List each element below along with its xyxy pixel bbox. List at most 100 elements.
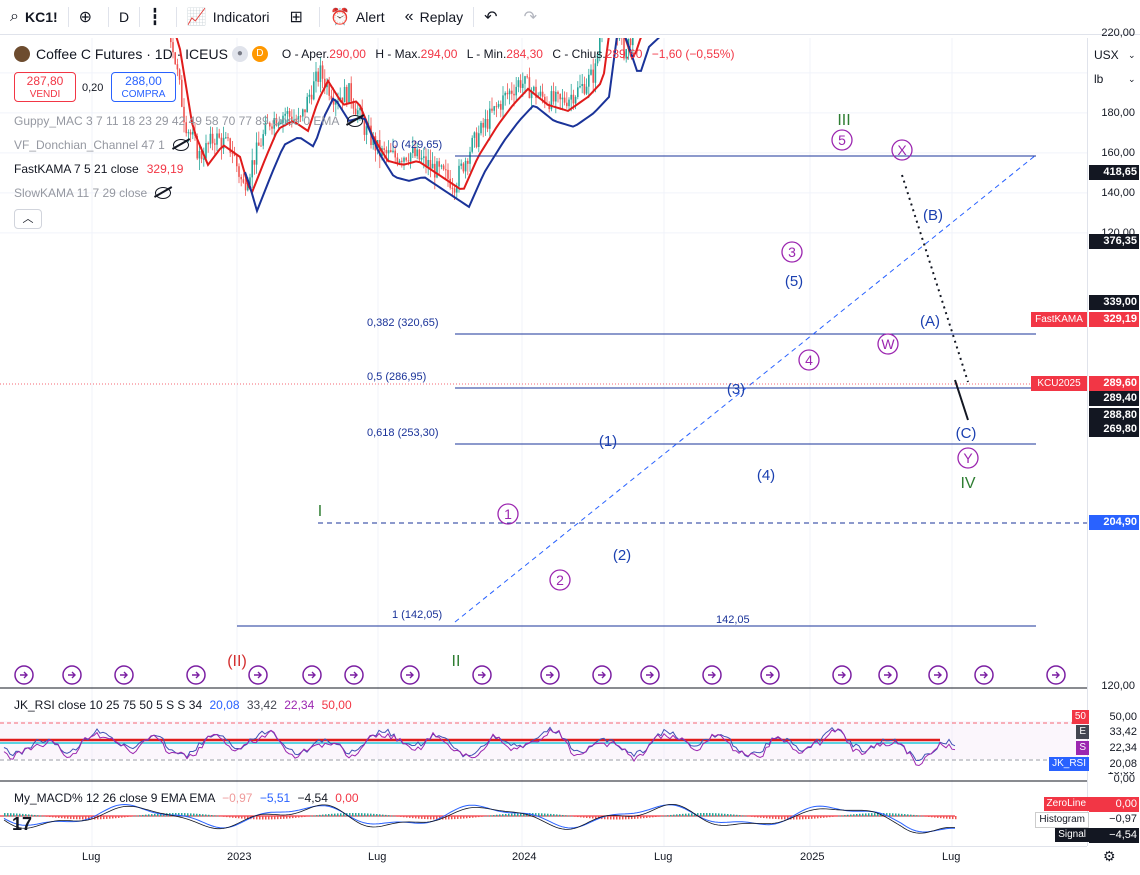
chart-type-button[interactable]: ┇ (140, 0, 176, 34)
candle-body (473, 132, 476, 138)
undo-button[interactable]: ↶ (474, 0, 513, 34)
candle-body (420, 157, 423, 160)
time-tick-label: Lug (942, 851, 961, 863)
candle-body (574, 96, 577, 104)
event-marker-icon (832, 665, 852, 685)
chevron-down-icon: ⌄ (1128, 74, 1136, 84)
candle-body (568, 99, 570, 107)
candle-body (528, 77, 531, 99)
toolbar-divider (108, 7, 110, 27)
ohlc-values: O - Aper.290,00 H - Max.294,00 L - Min.2… (282, 47, 735, 61)
price-tag: 329,19 (1089, 312, 1139, 327)
macd-histogram-bar (634, 816, 636, 819)
candle-body (220, 137, 223, 149)
legend-title: Coffee C Futures · 1D · ICEUS (36, 46, 228, 62)
price-axis[interactable]: USX ⌄ lb ⌄ 460,00440,00400,00380,00360,0… (1031, 27, 1140, 846)
macd-histogram-bar (118, 816, 120, 818)
unit-select[interactable]: lb (1094, 72, 1104, 86)
candle-body (555, 91, 557, 102)
collapse-legend-button[interactable]: ︿ (14, 209, 42, 229)
macd-histogram-bar (940, 816, 942, 819)
indicator-donchian[interactable]: VF_Donchian_Channel 47 1 (14, 138, 189, 152)
fib-level-label: 0,382 (320,65) (367, 317, 439, 329)
wave-label-2-circle (549, 569, 571, 591)
price-tag: 339,00 (1089, 295, 1139, 310)
high-label: H - Max. (375, 47, 421, 61)
candle-body (563, 97, 566, 103)
indicator-guppy[interactable]: Guppy_MAC 3 7 11 18 23 29 42 49 58 70 77… (14, 114, 364, 128)
macd-histogram-bar (58, 816, 60, 818)
macd-histogram-bar (502, 814, 504, 817)
chevron-up-icon: ︿ (22, 213, 34, 225)
macd-histogram-bar (37, 815, 39, 817)
candle-body (387, 150, 390, 154)
macd-histogram-bar (577, 816, 579, 818)
macd-histogram-bar (271, 816, 273, 820)
macd-histogram-bar (157, 813, 159, 817)
currency-select[interactable]: USX (1094, 48, 1119, 62)
macd-histogram-bar (814, 816, 816, 819)
undo-icon: ↶ (484, 9, 498, 26)
sell-button[interactable]: 287,80 VENDI (14, 72, 76, 102)
candle-body (315, 71, 317, 82)
macd-histogram-bar (145, 814, 147, 817)
macd-histogram-bar (685, 813, 687, 817)
indicator-name: FastKAMA 7 5 21 close (14, 162, 139, 176)
macd-histogram-bar (205, 814, 207, 817)
rsi-tag-label: 50 (1071, 710, 1089, 724)
macd-histogram-bar (115, 816, 117, 819)
macd-histogram-bar (613, 816, 615, 820)
macd-histogram-bar (748, 816, 750, 817)
macd-histogram-bar (130, 816, 132, 817)
indicators-button[interactable]: 📈 Indicatori (177, 0, 280, 34)
candle-body (203, 158, 205, 160)
candle-body (200, 150, 203, 160)
indicator-fastkama[interactable]: FastKAMA 7 5 21 close 329,19 (14, 162, 183, 176)
macd-histogram-bar (229, 816, 231, 818)
candle-body (445, 169, 447, 171)
event-arrow-icon (766, 671, 774, 679)
macd-histogram-bar (670, 814, 672, 817)
chart-canvas[interactable]: 0 (429,65) 0,382 (320,65) 0,5 (286,95) 0,61… (0, 38, 1087, 874)
redo-icon: ↷ (523, 9, 537, 26)
symbol-search[interactable]: ⌕ KC1! (0, 0, 68, 34)
macd-histogram-bar (16, 813, 18, 817)
buy-button[interactable]: 288,00 COMPRA (111, 72, 176, 102)
macd-histogram-bar (163, 813, 165, 817)
alert-button[interactable]: ⏰ Alert (320, 0, 395, 34)
macd-histogram-bar (343, 813, 345, 817)
candle-body (469, 151, 471, 164)
candle-body (504, 92, 506, 96)
macd-histogram-bar (544, 813, 546, 817)
time-axis[interactable]: Lug 2023 Lug 2024 Lug 2025 Lug (0, 846, 1087, 875)
hidden-eye-icon[interactable] (347, 115, 364, 127)
event-marker-icon (248, 665, 268, 685)
macd-histogram-bar (775, 816, 777, 819)
macd-histogram-bar (376, 814, 378, 817)
macd-histogram-bar (223, 816, 225, 817)
candle-body (583, 83, 586, 94)
settings-gear-icon[interactable]: ⚙ (1103, 848, 1116, 864)
macd-histogram-bar (109, 816, 111, 819)
macd-histogram-bar (832, 816, 834, 817)
macd-histogram-bar (688, 813, 690, 817)
candle-body (552, 91, 555, 102)
compare-button[interactable]: ⊕ (69, 0, 108, 34)
redo-button[interactable]: ↷ (514, 0, 553, 34)
macd-line (3, 803, 955, 833)
macd-histogram-bar (700, 813, 702, 817)
hidden-eye-icon[interactable] (172, 139, 189, 151)
time-tick-label: Lug (654, 851, 673, 863)
indicator-name: Guppy_MAC 3 7 11 18 23 29 42 49 58 70 77… (14, 114, 340, 128)
candle-body (227, 137, 229, 139)
macd-histogram-bar (556, 814, 558, 817)
indicator-slowkama[interactable]: SlowKAMA 11 7 29 close (14, 186, 172, 200)
interval-button[interactable]: D (109, 0, 139, 34)
hidden-eye-icon[interactable] (155, 187, 172, 199)
alert-label: Alert (355, 9, 385, 25)
candle-body (229, 138, 231, 153)
replay-button[interactable]: « Replay (395, 0, 474, 34)
macd-histogram-bar (721, 813, 723, 817)
templates-button[interactable]: ⊞ (280, 0, 319, 34)
macd-histogram-bar (574, 816, 576, 817)
